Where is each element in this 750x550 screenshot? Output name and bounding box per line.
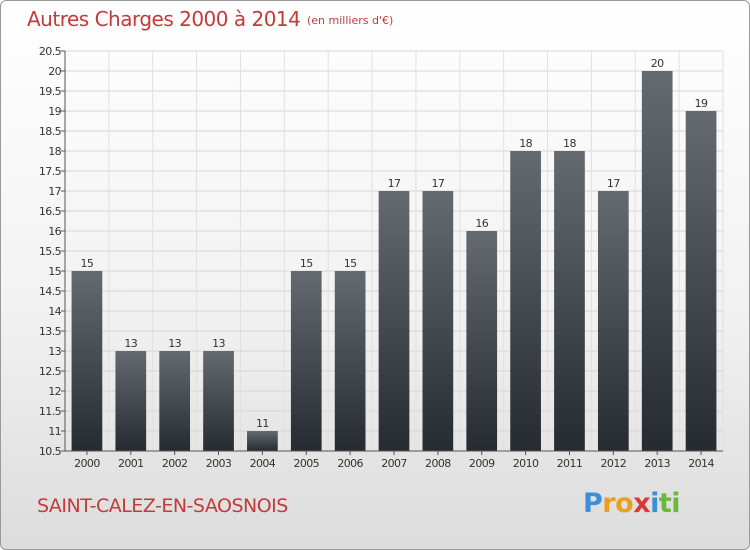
bars [71,71,717,451]
bar-value-label: 15 [300,257,313,270]
bar [378,191,410,451]
x-tick-label: 2010 [513,457,539,470]
labels: 10.5 11 11.5 12 12.5 13 13.5 14 14.5 15 15.5 16 16.5… [39,45,715,470]
bar-value-label: 18 [563,137,576,150]
bar-value-label: 17 [431,177,444,190]
axes [61,50,723,455]
x-tick-label: 2014 [688,457,714,470]
x-tick-label: 2008 [425,457,451,470]
logo-letter: r [602,488,616,519]
logo-letter: x [633,488,651,519]
y-tick-label: 19 [48,105,61,118]
bar [422,191,454,451]
bar-value-label: 13 [124,337,137,350]
logo-letter: i [671,488,681,519]
bar-value-label: 19 [695,97,708,110]
bar [597,191,629,451]
y-tick-label: 12 [48,385,61,398]
bar [554,151,585,451]
x-tick-label: 2013 [644,457,670,470]
x-tick-label: 2009 [469,457,495,470]
y-tick-label: 14 [48,305,61,318]
bar [115,351,147,451]
x-tick-label: 2004 [250,457,276,470]
bar-value-label: 15 [81,257,94,270]
y-tick-label: 19.5 [39,85,62,98]
logo-letter: t [658,488,672,519]
x-tick-label: 2007 [381,457,407,470]
x-tick-label: 2000 [74,457,100,470]
y-tick-label: 13.5 [39,325,62,338]
y-tick-label: 15 [48,265,61,278]
bar [685,111,717,451]
bar [247,431,278,451]
y-tick-label: 14.5 [39,285,62,298]
bar [334,271,366,451]
y-tick-label: 18.5 [39,125,62,138]
x-tick-label: 2012 [601,457,627,470]
commune-name: SAINT-CALEZ-EN-SAOSNOIS [37,495,288,517]
y-tick-label: 11.5 [39,405,62,418]
y-tick-label: 12.5 [39,365,62,378]
x-tick-label: 2002 [162,457,188,470]
bar [510,151,541,451]
x-tick-label: 2005 [293,457,319,470]
logo-letter: P [583,488,603,519]
bar-value-label: 13 [168,337,181,350]
y-tick-label: 20.5 [39,45,62,58]
bar-value-label: 17 [388,177,401,190]
bar [159,351,191,451]
x-tick-label: 2011 [557,457,583,470]
bar-value-label: 20 [651,57,664,70]
bar [641,71,673,451]
y-tick-label: 20 [48,65,61,78]
bar-value-label: 17 [607,177,620,190]
bar [466,231,498,451]
y-tick-label: 16.5 [39,205,62,218]
y-tick-label: 15.5 [39,245,62,258]
chart-subtitle: (en milliers d'€) [307,14,394,27]
x-tick-label: 2006 [337,457,363,470]
x-tick-label: 2003 [206,457,232,470]
logo-letter: i [650,488,659,519]
bar [290,271,322,451]
x-tick-label: 2001 [118,457,144,470]
bar-value-label: 16 [475,217,488,230]
bar [71,271,103,451]
logo-letter: o [615,488,634,519]
bar-value-label: 13 [212,337,225,350]
y-tick-label: 18 [48,145,61,158]
y-tick-label: 10.5 [39,445,62,458]
bar-value-label: 18 [519,137,532,150]
bar [203,351,234,451]
y-tick-label: 16 [48,225,61,238]
proxiti-logo[interactable]: Proxiti [583,488,681,519]
y-tick-label: 13 [48,345,61,358]
bar-value-label: 15 [344,257,357,270]
chart-title: Autres Charges 2000 à 2014 [27,7,301,31]
bar-value-label: 11 [256,417,269,430]
y-tick-label: 11 [48,425,61,438]
y-tick-label: 17 [48,185,61,198]
y-tick-label: 17.5 [39,165,62,178]
